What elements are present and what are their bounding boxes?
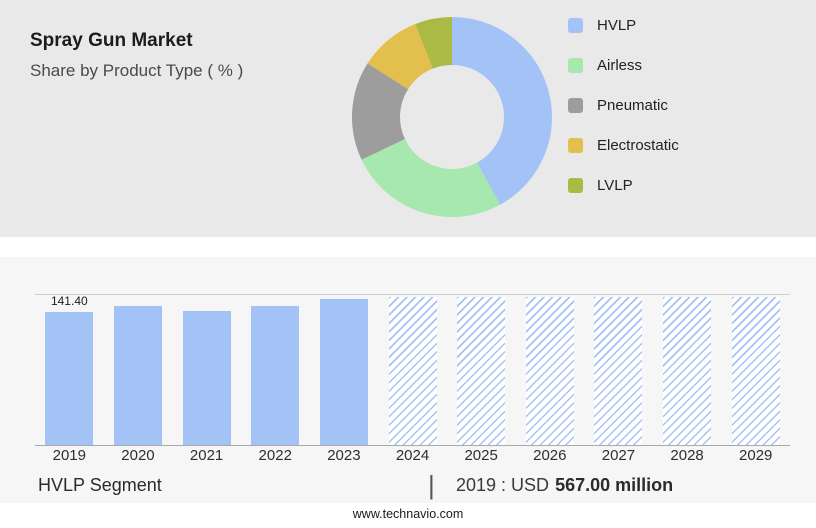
legend-label: HVLP	[597, 16, 637, 34]
site-footer: www.technavio.com	[0, 503, 816, 528]
bar-2019: 141.40	[45, 294, 94, 445]
bar-chart-plot: 141.40	[35, 294, 790, 446]
bar-slot-2021	[172, 295, 241, 445]
page-subtitle: Share by Product Type ( % )	[30, 61, 244, 80]
page-title: Spray Gun Market	[30, 30, 193, 51]
stat-text: 2019 : USD 567.00 million	[456, 475, 673, 496]
chart-footer: HVLP Segment | 2019 : USD 567.00 million	[38, 470, 786, 502]
bar-slot-2029	[721, 295, 790, 445]
bar-slot-2022	[241, 295, 310, 445]
legend-item-hvlp: HVLP	[568, 5, 679, 45]
segment-label: HVLP Segment	[38, 475, 162, 495]
bar-slot-2028	[653, 295, 722, 445]
x-tick-2024: 2024	[395, 447, 430, 464]
bar-value-label: 141.40	[50, 294, 88, 309]
bar-2028	[663, 296, 712, 445]
bar-2026	[525, 296, 574, 445]
legend-item-electrostatic: Electrostatic	[568, 125, 679, 165]
legend-label: Airless	[597, 56, 643, 74]
header-section: Spray Gun Market Share by Product Type (…	[0, 0, 816, 237]
legend-item-lvlp: LVLP	[568, 165, 679, 205]
bar-2021	[182, 310, 231, 445]
donut-chart	[348, 13, 556, 221]
x-tick-2020: 2020	[121, 447, 155, 464]
bar-2022	[251, 306, 300, 445]
bar-slot-2025	[447, 295, 516, 445]
bar-slot-2023	[310, 295, 379, 445]
bar-2020	[113, 305, 162, 445]
donut-segment-electrostatic	[352, 17, 552, 218]
bar-slot-2026	[515, 295, 584, 445]
legend-swatch-lvlp	[568, 177, 583, 193]
x-axis: 2019 2020 2021 2022 2023 2024 2025 2026 2027 2028…	[35, 447, 790, 464]
legend-item-pneumatic: Pneumatic	[568, 85, 679, 125]
x-tick-2019: 2019	[52, 447, 86, 464]
x-tick-2021: 2021	[189, 447, 224, 464]
x-tick-2027: 2027	[601, 447, 636, 464]
bar-slot-2020	[104, 295, 173, 445]
x-tick-2023: 2023	[327, 447, 361, 464]
donut-svg	[352, 16, 552, 218]
x-tick-2025: 2025	[464, 447, 498, 464]
bar-2025	[457, 296, 506, 445]
x-tick-2022: 2022	[258, 447, 292, 464]
bar-slot-2027	[584, 295, 653, 445]
legend-swatch-pneumatic	[568, 97, 583, 113]
stat-value: 567.00 million	[555, 475, 674, 495]
legend: HVLP Airless Pneumatic Electrostatic LVLP	[568, 5, 679, 205]
bar-2027	[594, 296, 643, 445]
bar-2024	[388, 296, 437, 445]
legend-label: Electrostatic	[597, 136, 679, 154]
bar-2029	[731, 296, 780, 445]
legend-swatch-hvlp	[568, 17, 583, 33]
footer-separator: |	[428, 470, 435, 500]
bar-2023	[319, 298, 368, 445]
x-tick-2026: 2026	[533, 447, 567, 464]
legend-item-airless: Airless	[568, 45, 679, 85]
legend-swatch-electrostatic	[568, 137, 583, 153]
x-tick-2028: 2028	[670, 447, 704, 464]
bar-chart-section: 141.40 2019 2020 2021 2022 2023 2024 2025 2026 2…	[0, 257, 816, 503]
legend-label: Pneumatic	[597, 96, 668, 114]
bar-slot-2019: 141.40	[35, 294, 104, 445]
legend-swatch-airless	[568, 57, 583, 73]
legend-label: LVLP	[597, 176, 633, 194]
stat-prefix: 2019 : USD	[456, 475, 550, 495]
x-tick-2029: 2029	[739, 447, 773, 464]
bar-slot-2024	[378, 295, 447, 445]
title-block: Spray Gun Market Share by Product Type (…	[30, 30, 243, 81]
site-url: www.technavio.com	[352, 507, 464, 521]
